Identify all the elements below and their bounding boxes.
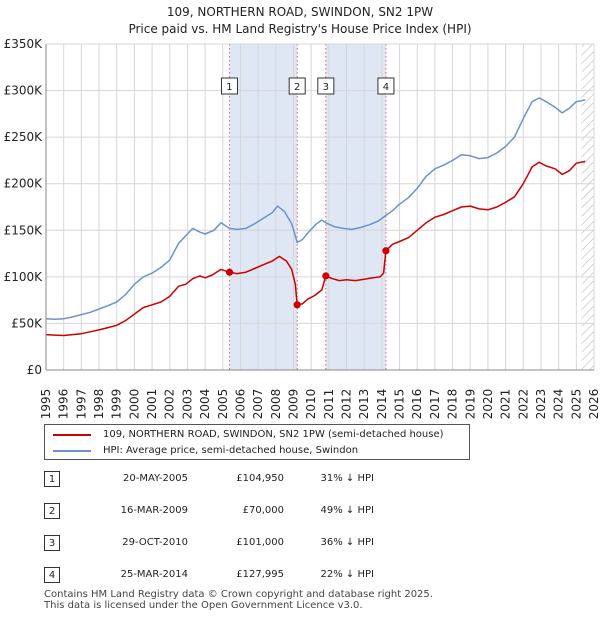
price-series-line [46,160,586,337]
sale-point [382,247,390,255]
x-tick-label: 2012 [340,389,354,420]
legend: 109, NORTHERN ROAD, SWINDON, SN2 1PW (se… [44,424,470,460]
sale-number-badge: 3 [44,535,60,551]
sale-point [225,268,234,276]
x-tick-label: 2013 [357,389,371,420]
hpi-series-line [46,97,586,320]
sale-number-box [317,77,335,95]
x-tick-label: 2021 [499,389,513,420]
x-tick-label: 2023 [534,389,548,420]
table-row: 2 16-MAR-2009 £70,000 49% ↓ HPI [44,503,464,523]
x-tick-label: 1997 [74,389,88,420]
x-tick-label: 2017 [428,389,442,420]
x-tick-label: 2009 [286,389,300,420]
sale-date: 29-OCT-2010 [122,537,188,548]
y-tick-label: £250K [4,130,44,144]
legend-swatch-price [53,434,91,436]
sale-number-box [220,77,238,95]
x-tick-label: 2004 [198,389,212,420]
x-tick-label: 1995 [39,389,53,420]
sale-price: £101,000 [236,537,284,548]
footer-line-1: Contains HM Land Registry data © Crown c… [44,589,433,600]
sale-hpi-diff: 49% ↓ HPI [320,505,374,516]
y-tick-label: £50K [11,316,43,330]
sale-point [293,301,301,309]
y-tick-label: £150K [4,223,44,237]
x-tick-label: 2025 [569,389,583,420]
sale-hpi-diff: 36% ↓ HPI [320,537,374,548]
chart-title-block: 109, NORTHERN ROAD, SWINDON, SN2 1PW Pri… [0,4,600,38]
sale-number-label: 3 [323,82,329,93]
sale-number-badge: 1 [44,471,60,487]
x-tick-label: 1999 [110,389,124,420]
x-tick-label: 2003 [180,389,194,420]
y-tick-label: £200K [4,177,44,191]
x-tick-label: 2007 [251,389,265,420]
x-tick-label: 2019 [463,389,477,420]
sale-number-badge: 4 [44,567,60,583]
x-tick-label: 2005 [216,389,230,420]
footer: Contains HM Land Registry data © Crown c… [44,589,433,611]
sale-price: £70,000 [242,505,284,516]
sale-number-box [377,77,395,95]
table-row: 1 20-MAY-2005 £104,950 31% ↓ HPI [44,471,464,491]
y-tick-label: £300K [4,84,44,98]
x-tick-label: 2010 [304,389,318,420]
x-tick-label: 1996 [57,389,71,420]
shaded-range [325,44,386,370]
x-tick-label: 2001 [145,389,159,420]
chart-title: 109, NORTHERN ROAD, SWINDON, SN2 1PW [166,5,434,19]
x-tick-label: 2014 [375,389,389,420]
x-tick-label: 2022 [516,389,530,420]
x-tick-label: 2000 [127,389,141,420]
y-tick-label: £350K [4,37,44,51]
sale-price: £127,995 [236,569,284,580]
shaded-range [229,44,298,370]
y-tick-label: £100K [4,270,44,284]
x-tick-label: 2020 [481,389,495,420]
x-tick-label: 2018 [446,389,460,420]
legend-item-price: 109, NORTHERN ROAD, SWINDON, SN2 1PW (se… [53,428,444,442]
x-tick-label: 2002 [163,389,177,420]
x-tick-label: 2006 [233,389,247,420]
price-chart: 1 2 3 4 £0 £50K £100K £150K £200K £250K £300K £350… [4,37,600,420]
sale-date: 16-MAR-2009 [120,505,188,516]
sale-point [322,272,330,280]
x-tick-label: 2016 [410,389,424,420]
sale-number-label: 4 [383,82,389,93]
x-tick-label: 2015 [393,389,407,420]
table-row: 3 29-OCT-2010 £101,000 36% ↓ HPI [44,535,464,555]
sale-date: 25-MAR-2014 [120,569,188,580]
sale-hpi-diff: 31% ↓ HPI [320,473,374,484]
sale-number-badge: 2 [44,503,60,519]
footer-line-2: This data is licensed under the Open Gov… [44,600,363,611]
x-tick-label: 1998 [92,389,106,420]
legend-item-hpi: HPI: Average price, semi-detached house,… [53,444,358,458]
x-tick-label: 2024 [552,389,566,420]
x-tick-label: 2011 [322,389,336,420]
x-tick-label: 2008 [269,389,283,420]
sale-number-label: 1 [226,82,232,93]
hatched-area [581,44,594,370]
y-tick-label: £0 [27,363,42,377]
chart-subtitle: Price paid vs. HM Land Registry's House … [128,22,472,36]
sale-date: 20-MAY-2005 [122,473,188,484]
sale-hpi-diff: 22% ↓ HPI [320,569,374,580]
legend-label-hpi: HPI: Average price, semi-detached house,… [103,445,359,456]
sale-number-box [288,77,306,95]
table-row: 4 25-MAR-2014 £127,995 22% ↓ HPI [44,567,464,587]
sale-number-label: 2 [294,82,300,93]
x-tick-label: 2026 [587,389,600,420]
legend-label-price: 109, NORTHERN ROAD, SWINDON, SN2 1PW (se… [103,429,444,440]
legend-swatch-hpi [53,450,91,452]
sale-price: £104,950 [236,473,284,484]
